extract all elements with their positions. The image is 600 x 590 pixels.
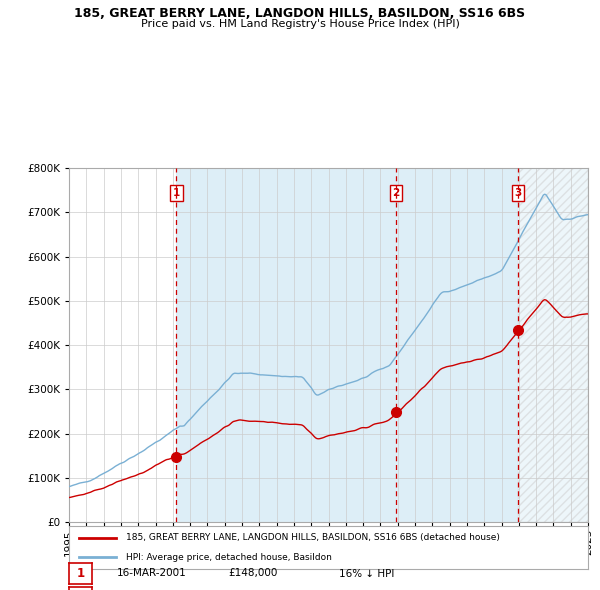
Text: 185, GREAT BERRY LANE, LANGDON HILLS, BASILDON, SS16 6BS (detached house): 185, GREAT BERRY LANE, LANGDON HILLS, BA… (126, 533, 500, 542)
Text: 185, GREAT BERRY LANE, LANGDON HILLS, BASILDON, SS16 6BS: 185, GREAT BERRY LANE, LANGDON HILLS, BA… (74, 7, 526, 20)
Text: 16% ↓ HPI: 16% ↓ HPI (339, 569, 394, 578)
Text: 1: 1 (76, 567, 85, 580)
Text: 1: 1 (173, 188, 180, 198)
Bar (176, 168, 518, 522)
Text: HPI: Average price, detached house, Basildon: HPI: Average price, detached house, Basi… (126, 553, 332, 562)
Bar (518, 168, 588, 522)
Text: £148,000: £148,000 (228, 569, 277, 578)
Text: 16-MAR-2001: 16-MAR-2001 (117, 569, 187, 578)
Text: 3: 3 (514, 188, 522, 198)
Text: Price paid vs. HM Land Registry's House Price Index (HPI): Price paid vs. HM Land Registry's House … (140, 19, 460, 30)
Text: 2: 2 (392, 188, 400, 198)
